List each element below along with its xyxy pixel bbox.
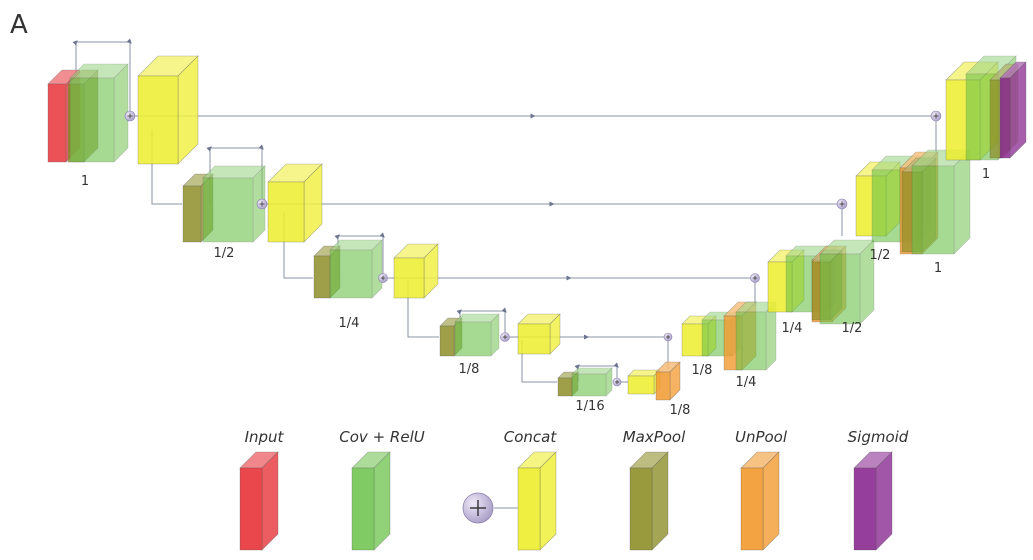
legend-label-conv: Cov + RelU — [339, 428, 424, 446]
conv-block — [819, 239, 875, 325]
sigmoid-block — [999, 61, 1027, 159]
plus-node — [612, 377, 622, 387]
scale-label: 1/8 — [692, 363, 713, 378]
plus-node — [930, 110, 942, 122]
legend-label-concat: Concat — [504, 428, 558, 446]
scale-label: 1/4 — [339, 316, 360, 331]
conv-block — [571, 367, 613, 397]
scale-label: 1 — [81, 174, 89, 189]
conv-block — [911, 149, 971, 255]
concat-block — [267, 163, 323, 243]
conv-block — [69, 63, 129, 163]
plus-node — [378, 273, 388, 283]
legend-icon-maxpool — [629, 451, 669, 551]
plus-node — [124, 110, 136, 122]
legend-label-maxpool: MaxPool — [623, 428, 686, 446]
concat-block — [517, 313, 561, 355]
legend-icon-input — [239, 451, 279, 551]
scale-label: 1/8 — [670, 403, 691, 418]
concat-block — [627, 369, 661, 395]
legend-label-input: Input — [245, 428, 285, 446]
scale-label: 1/4 — [736, 375, 757, 390]
concat-block — [393, 243, 439, 299]
scale-label: 1/2 — [842, 321, 863, 336]
scale-label: 1 — [934, 261, 942, 276]
scale-label: 1/2 — [214, 246, 235, 261]
legend-icon-conv — [351, 451, 391, 551]
scale-label: 1/16 — [575, 399, 604, 414]
plus-node — [836, 198, 848, 210]
scale-label: 1 — [982, 167, 990, 182]
legend: Input Cov + RelU Concat MaxPool UnPool S… — [239, 428, 909, 551]
scale-labels: 1 1/2 1/4 1/8 1/16 1/8 1/8 1/4 1/4 1/2 1… — [81, 167, 990, 418]
plus-node — [750, 273, 760, 283]
legend-label-sigmoid: Sigmoid — [848, 428, 909, 446]
unpool-block — [655, 361, 681, 401]
legend-label-unpool: UnPool — [735, 428, 788, 446]
concat-nodes — [124, 110, 942, 387]
conv-block — [202, 165, 266, 243]
legend-plus-icon — [462, 492, 494, 524]
plus-node — [256, 198, 268, 210]
conv-block — [454, 313, 500, 357]
legend-icon-sigmoid — [853, 451, 893, 551]
plus-node — [663, 332, 673, 342]
panel-letter: A — [10, 10, 28, 40]
plus-node — [500, 332, 510, 342]
scale-label: 1/4 — [782, 321, 803, 336]
conv-block — [735, 301, 777, 371]
scale-label: 1/8 — [459, 362, 480, 377]
scale-label: 1/2 — [870, 248, 891, 263]
conv-block — [329, 239, 383, 299]
concat-block — [137, 55, 199, 165]
legend-icon-unpool — [740, 451, 780, 551]
legend-icon-concat — [517, 451, 557, 551]
connection-line — [407, 280, 439, 338]
network-blocks — [47, 55, 1027, 401]
